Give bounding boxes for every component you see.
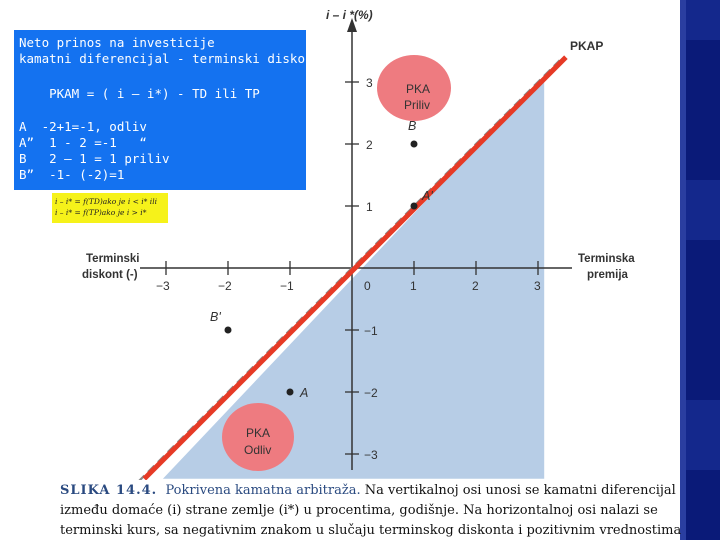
callout-inflow-line1: PKA: [406, 82, 430, 96]
x-tick-label: 1: [410, 279, 417, 293]
point-B-prime: [224, 326, 232, 334]
x-tick-label: −2: [218, 279, 232, 293]
arbitrage-chart: −3 −2 −1 0 1 2 3 3 2 1 −1 −2 −3 PKA Priliv PKA Odliv…: [82, 8, 635, 480]
y-tick-label: −2: [364, 386, 378, 400]
formula-line: i – i* = f(TD)ako je i < i* ili: [55, 197, 158, 206]
y-tick-label: −3: [364, 448, 378, 462]
caption-line-3: terminski kurs, sa negativnim znakom u s…: [60, 523, 682, 538]
y-tick-label: 2: [366, 138, 373, 152]
point-A-prime: [410, 202, 418, 210]
slide-side-band: [680, 0, 720, 540]
caption-text: Na vertikalnoj osi unosi se kamatni dife…: [364, 483, 676, 498]
point-label: B: [408, 119, 416, 133]
info-line: B 2 – 1 = 1 priliv: [19, 151, 170, 166]
data-points: A A' B B': [210, 119, 433, 400]
x-axis-right-label-line2: premija: [587, 269, 629, 281]
y-tick-label: −1: [364, 324, 378, 338]
x-tick-label: 0: [364, 279, 371, 293]
info-line: kamatni diferencijal - terminski diskont: [19, 51, 321, 66]
figure-label: SLIKA 14.4.: [60, 483, 158, 498]
x-tick-label: −3: [156, 279, 170, 293]
info-line: A -2+1=-1, odliv: [19, 119, 147, 134]
axis-ticks: −3 −2 −1 0 1 2 3 3 2 1 −1 −2 −3: [156, 76, 541, 462]
x-tick-label: 2: [472, 279, 479, 293]
point-label: B': [210, 310, 221, 324]
callout-inflow-line2: Priliv: [404, 98, 430, 112]
info-line: B” -1- (-2)=1: [19, 167, 125, 182]
x-tick-label: 3: [534, 279, 541, 293]
pkap-line: [142, 55, 568, 480]
point-label: A': [421, 189, 433, 203]
callout-outflow-shape: [222, 403, 294, 471]
formula-note: i – i* = f(TD)ako je i < i* ili i – i* =…: [52, 193, 168, 223]
side-band-segment: [686, 180, 720, 240]
net-return-info-box: Neto prinos na investicije kamatni difer…: [14, 30, 320, 190]
point-label: A: [299, 386, 308, 400]
x-axis-left-label-line2: diskont (-): [82, 269, 138, 281]
callout-outflow: PKA Odliv: [222, 403, 294, 471]
pkap-label: PKAP: [570, 39, 603, 53]
point-B: [410, 140, 418, 148]
formula-line: i – i* = f(TP)ako je i > i*: [55, 208, 147, 217]
callout-outflow-line1: PKA: [246, 426, 270, 440]
point-A: [286, 388, 294, 396]
x-axis-left-label-line1: Terminski: [86, 253, 139, 265]
side-band-segment: [686, 400, 720, 470]
x-tick-label: −1: [280, 279, 294, 293]
side-band-segment: [686, 0, 720, 40]
callout-inflow: PKA Priliv: [377, 55, 451, 121]
x-axis-right-label-line1: Terminska: [578, 253, 635, 265]
info-line: Neto prinos na investicije: [19, 35, 215, 50]
y-tick-label: 1: [366, 200, 373, 214]
info-line: A” 1 - 2 =-1 “: [19, 135, 147, 150]
y-tick-label: 3: [366, 76, 373, 90]
callout-outflow-line2: Odliv: [244, 443, 271, 457]
caption-line-1: SLIKA 14.4. Pokrivena kamatna arbitraža.…: [60, 481, 676, 501]
y-axis-label: i – i *(%): [326, 8, 373, 22]
figure-caption: SLIKA 14.4. Pokrivena kamatna arbitraža.…: [60, 481, 682, 541]
figure-title: Pokrivena kamatna arbitraža.: [165, 483, 361, 498]
side-band-stripe: [680, 0, 686, 540]
info-line: PKAM = ( i – i*) - TD ili TP: [19, 86, 260, 101]
caption-line-2: između domaće (i) strane zemlje (i*) u p…: [60, 503, 658, 518]
y-axis-arrow: [347, 18, 357, 32]
callout-inflow-shape: [377, 55, 451, 121]
